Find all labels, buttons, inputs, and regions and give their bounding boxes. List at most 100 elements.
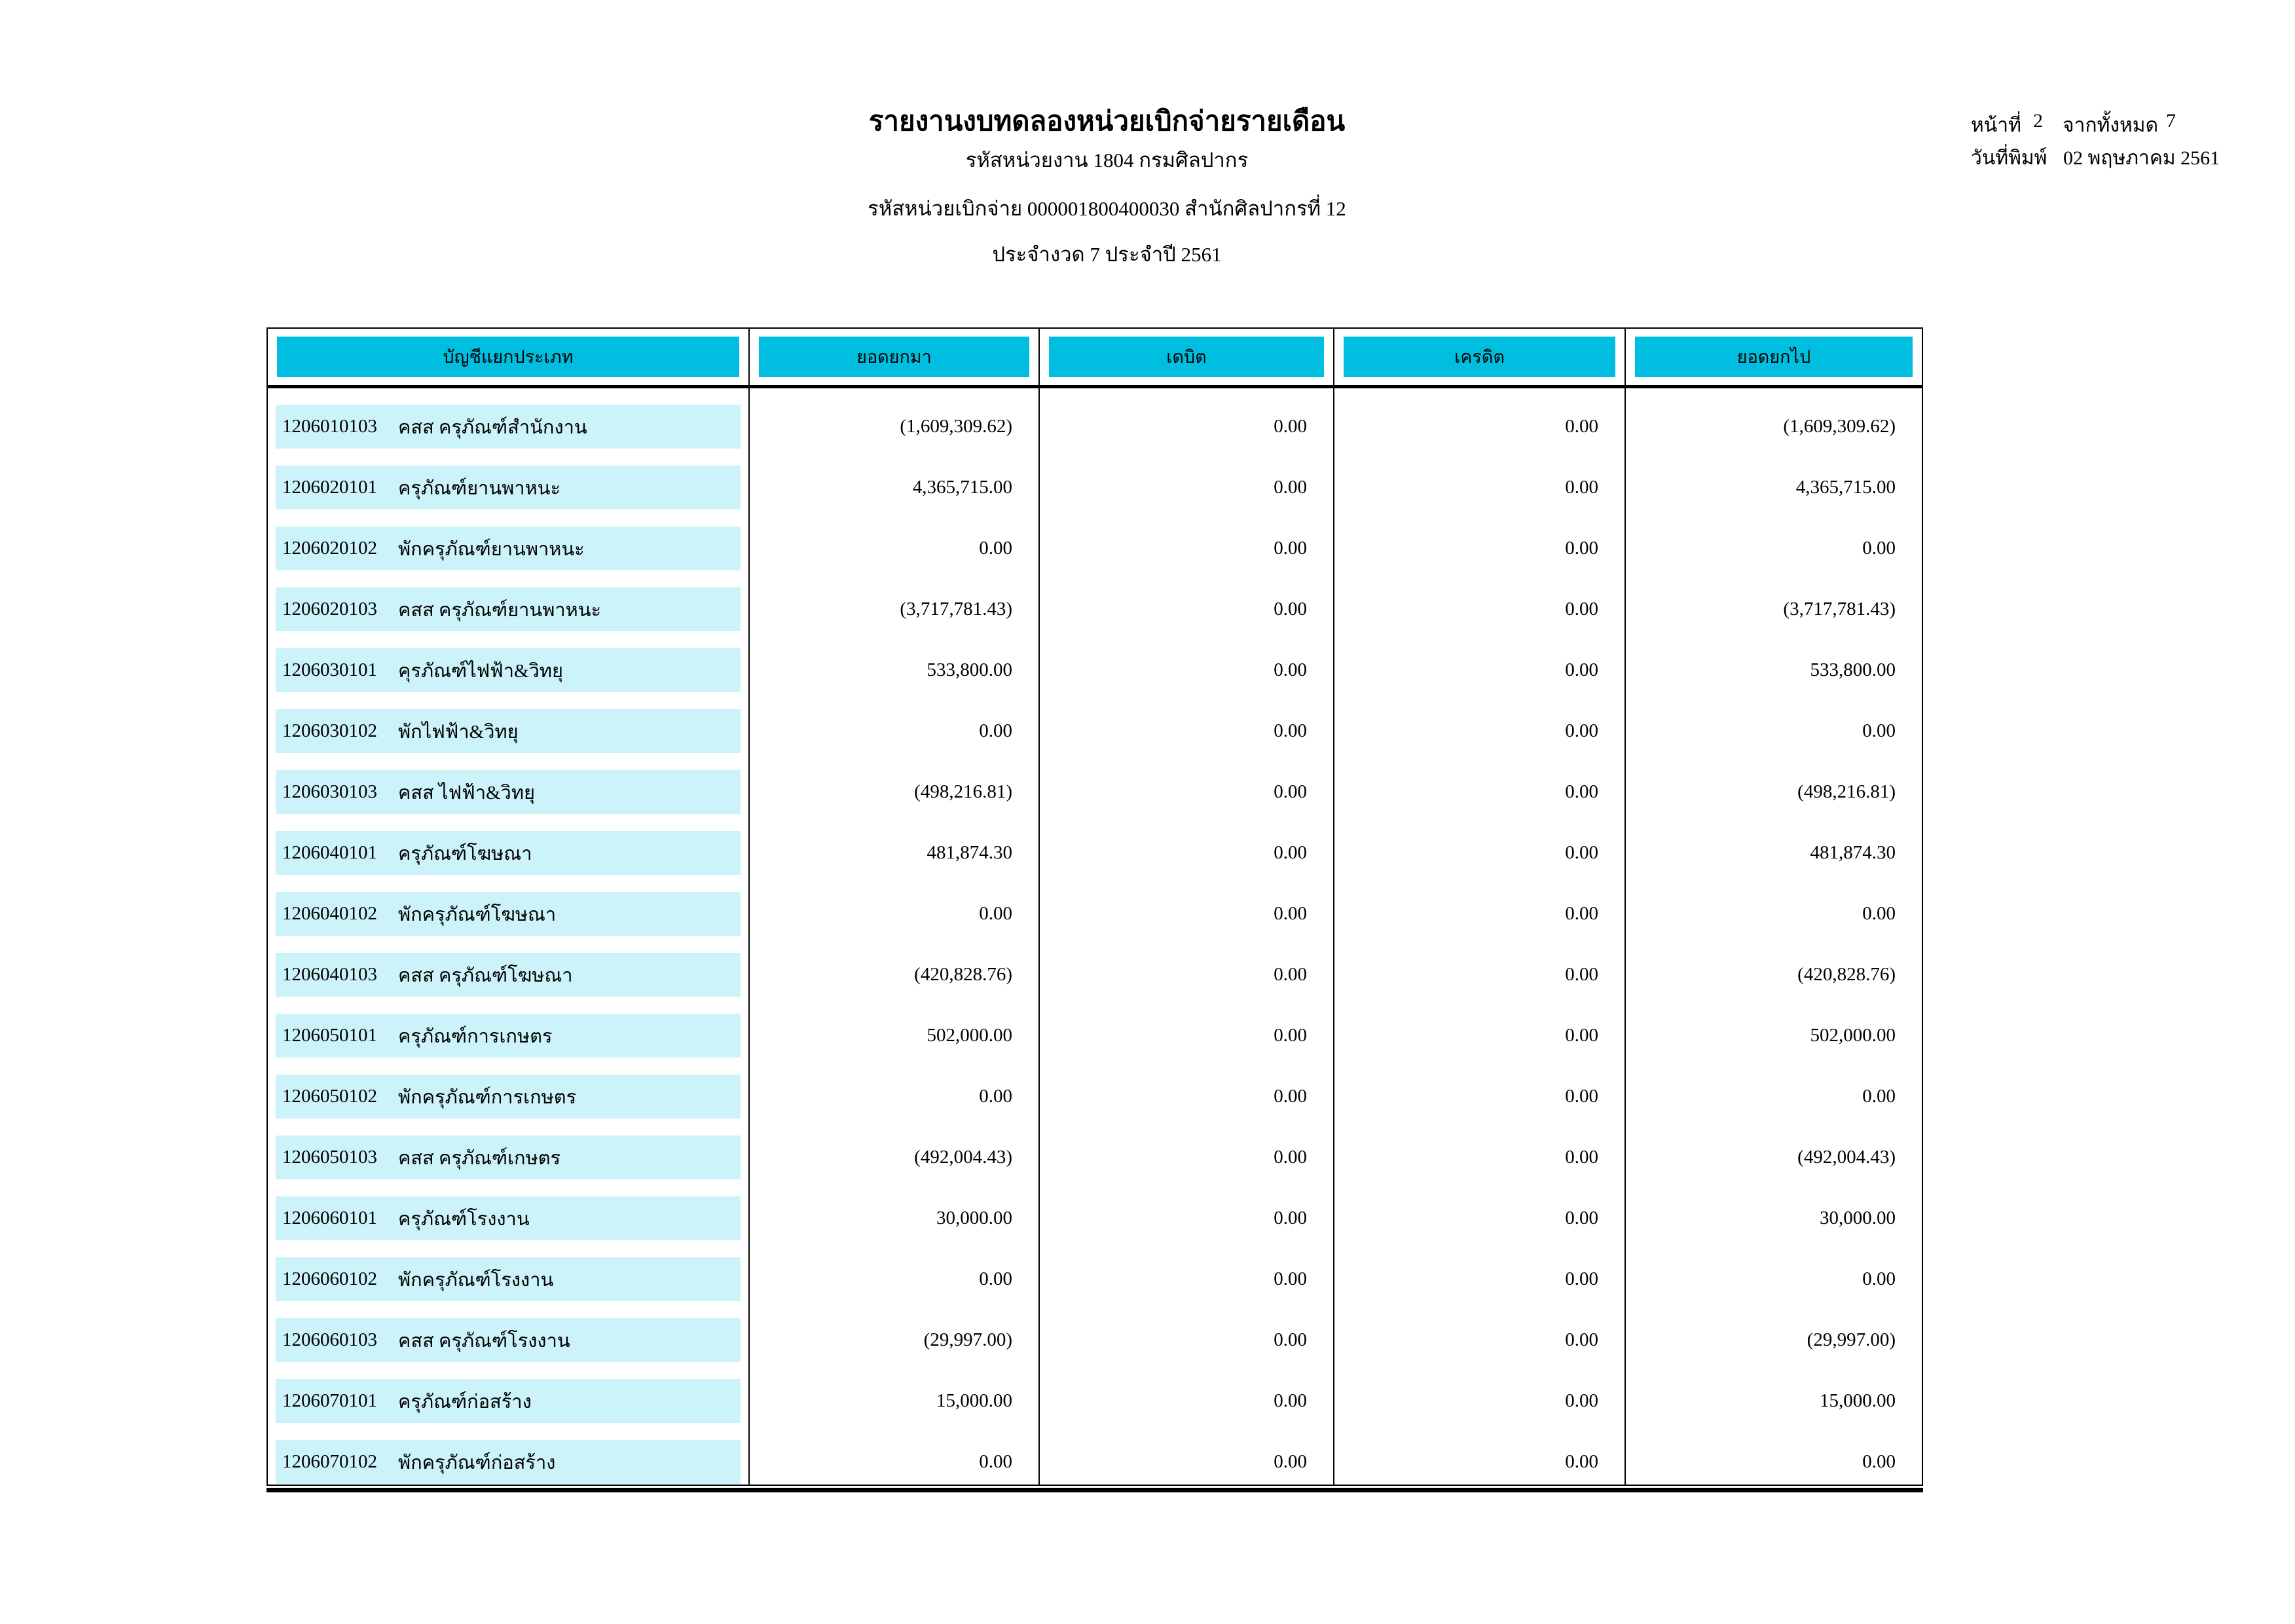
- table-row: 1206050103 คสส ครุภัณฑ์เกษตร (492,004.43) 0…: [268, 1119, 1922, 1180]
- brought-forward-cell: (498,216.81): [750, 754, 1040, 815]
- header-label-brought-forward: ยอดยกมา: [759, 337, 1029, 377]
- credit-cell: 0.00: [1334, 1119, 1626, 1180]
- brought-forward-cell-value: 0.00: [979, 538, 1012, 559]
- credit-cell-band: 0.00: [1342, 831, 1617, 875]
- account-cell: 1206040103 คสส ครุภัณฑ์โฆษณา: [268, 936, 750, 997]
- credit-cell: 0.00: [1334, 510, 1626, 571]
- account-code: 1206060102: [282, 1268, 377, 1289]
- carried-forward-cell-band: 502,000.00: [1634, 1014, 1914, 1058]
- brought-forward-cell: 481,874.30: [750, 815, 1040, 876]
- table-row: 1206060101 ครุภัณฑ์โรงงาน 30,000.00 0.00 0.0…: [268, 1180, 1922, 1241]
- brought-forward-cell: 502,000.00: [750, 997, 1040, 1058]
- credit-cell-value: 0.00: [1565, 720, 1598, 741]
- brought-forward-cell-band: (3,717,781.43): [758, 587, 1031, 631]
- carried-forward-cell-value: 502,000.00: [1810, 1025, 1896, 1046]
- credit-cell-value: 0.00: [1565, 416, 1598, 437]
- account-band: 1206040103 คสส ครุภัณฑ์โฆษณา: [276, 953, 741, 997]
- table-row: 1206050102 พักครุภัณฑ์การเกษตร 0.00 0.00 0.0…: [268, 1058, 1922, 1119]
- carried-forward-cell-value: (3,717,781.43): [1783, 599, 1896, 619]
- brought-forward-cell-band: (498,216.81): [758, 770, 1031, 814]
- debit-cell-value: 0.00: [1274, 1086, 1307, 1107]
- debit-cell-band: 0.00: [1048, 1075, 1325, 1118]
- debit-cell-band: 0.00: [1048, 892, 1325, 936]
- credit-cell-band: 0.00: [1342, 587, 1617, 631]
- debit-cell-value: 0.00: [1274, 842, 1307, 863]
- carried-forward-cell: 4,365,715.00: [1626, 449, 1922, 510]
- credit-cell-band: 0.00: [1342, 405, 1617, 449]
- brought-forward-cell: 0.00: [750, 1058, 1040, 1119]
- debit-cell-band: 0.00: [1048, 1440, 1325, 1484]
- header-cell-debit: เดบิต: [1040, 329, 1334, 385]
- debit-cell: 0.00: [1040, 510, 1334, 571]
- carried-forward-cell-value: 0.00: [1862, 538, 1896, 559]
- carried-forward-cell-value: 0.00: [1862, 720, 1896, 741]
- account-cell: 1206070102 พักครุภัณฑ์ก่อสร้าง: [268, 1424, 750, 1485]
- account-name: พักครุภัณฑ์ยานพาหนะ: [398, 538, 585, 560]
- account-code: 1206070102: [282, 1451, 377, 1472]
- carried-forward-cell-value: 0.00: [1862, 1268, 1896, 1289]
- credit-cell-value: 0.00: [1565, 1268, 1598, 1289]
- carried-forward-cell-band: 481,874.30: [1634, 831, 1914, 875]
- debit-cell-band: 0.00: [1048, 1196, 1325, 1240]
- account-name: คสส ครุภัณฑ์โฆษณา: [398, 965, 573, 986]
- carried-forward-cell-value: 481,874.30: [1810, 842, 1896, 863]
- account-name: ครุภัณฑ์ก่อสร้าง: [398, 1391, 532, 1412]
- credit-cell-band: 0.00: [1342, 648, 1617, 692]
- credit-cell-value: 0.00: [1565, 781, 1598, 802]
- debit-cell: 0.00: [1040, 1180, 1334, 1241]
- account-name: คสส ครุภัณฑ์สำนักงาน: [398, 416, 587, 438]
- credit-cell-band: 0.00: [1342, 526, 1617, 570]
- brought-forward-cell-value: 0.00: [979, 720, 1012, 741]
- brought-forward-cell-value: 0.00: [979, 1451, 1012, 1472]
- credit-cell-band: 0.00: [1342, 953, 1617, 997]
- account-name: พักครุภัณฑ์โรงงาน: [398, 1269, 554, 1291]
- account-name: คสส ครุภัณฑ์โรงงาน: [398, 1330, 570, 1352]
- carried-forward-cell: 533,800.00: [1626, 632, 1922, 693]
- page-number-line: หน้าที่ 2 จากทั้งหมด 7: [1971, 110, 2279, 143]
- account-band: 1206050102 พักครุภัณฑ์การเกษตร: [276, 1075, 741, 1118]
- account-code: 1206020102: [282, 538, 377, 559]
- account-band: 1206020102 พักครุภัณฑ์ยานพาหนะ: [276, 526, 741, 570]
- credit-cell: 0.00: [1334, 815, 1626, 876]
- brought-forward-cell: 0.00: [750, 693, 1040, 754]
- account-band: 1206060102 พักครุภัณฑ์โรงงาน: [276, 1257, 741, 1301]
- account-band: 1206050103 คสส ครุภัณฑ์เกษตร: [276, 1135, 741, 1179]
- account-band: 1206040101 ครุภัณฑ์โฆษณา: [276, 831, 741, 875]
- credit-cell-value: 0.00: [1565, 964, 1598, 985]
- debit-cell-value: 0.00: [1274, 720, 1307, 741]
- brought-forward-cell: (1,609,309.62): [750, 388, 1040, 449]
- account-code: 1206030103: [282, 781, 377, 802]
- header-label-debit: เดบิต: [1049, 337, 1324, 377]
- account-band: 1206060103 คสส ครุภัณฑ์โรงงาน: [276, 1318, 741, 1362]
- carried-forward-cell-band: 15,000.00: [1634, 1379, 1914, 1423]
- debit-cell-value: 0.00: [1274, 538, 1307, 559]
- account-name: ครุภัณฑ์โฆษณา: [398, 843, 532, 864]
- table-row: 1206010103 คสส ครุภัณฑ์สำนักงาน (1,609,309…: [268, 388, 1922, 449]
- brought-forward-cell-band: (1,609,309.62): [758, 405, 1031, 449]
- carried-forward-cell: 0.00: [1626, 1058, 1922, 1119]
- credit-cell: 0.00: [1334, 632, 1626, 693]
- header-cell-brought-forward: ยอดยกมา: [750, 329, 1040, 385]
- credit-cell: 0.00: [1334, 1424, 1626, 1485]
- debit-cell: 0.00: [1040, 571, 1334, 632]
- credit-cell: 0.00: [1334, 1180, 1626, 1241]
- brought-forward-cell-value: 15,000.00: [936, 1390, 1012, 1411]
- table-row: 1206020101 ครุภัณฑ์ยานพาหนะ 4,365,715.00 0.…: [268, 449, 1922, 510]
- account-code: 1206060103: [282, 1329, 377, 1350]
- brought-forward-cell: (3,717,781.43): [750, 571, 1040, 632]
- debit-cell: 0.00: [1040, 449, 1334, 510]
- table-bottom-rule: [266, 1485, 1923, 1492]
- credit-cell-value: 0.00: [1565, 1329, 1598, 1350]
- table-row: 1206040101 ครุภัณฑ์โฆษณา 481,874.30 0.00 0.0…: [268, 815, 1922, 876]
- credit-cell: 0.00: [1334, 876, 1626, 936]
- debit-cell: 0.00: [1040, 1302, 1334, 1363]
- header-cell-credit: เครดิต: [1334, 329, 1626, 385]
- account-name: คสส ไฟฟ้า&วิทยุ: [398, 782, 535, 803]
- credit-cell: 0.00: [1334, 1058, 1626, 1119]
- brought-forward-cell: 15,000.00: [750, 1363, 1040, 1424]
- brought-forward-cell-band: (492,004.43): [758, 1135, 1031, 1179]
- debit-cell-band: 0.00: [1048, 770, 1325, 814]
- brought-forward-cell-value: 30,000.00: [936, 1208, 1012, 1228]
- table-row: 1206040102 พักครุภัณฑ์โฆษณา 0.00 0.00 0.00 0.…: [268, 876, 1922, 936]
- account-cell: 1206030102 พักไฟฟ้า&วิทยุ: [268, 693, 750, 754]
